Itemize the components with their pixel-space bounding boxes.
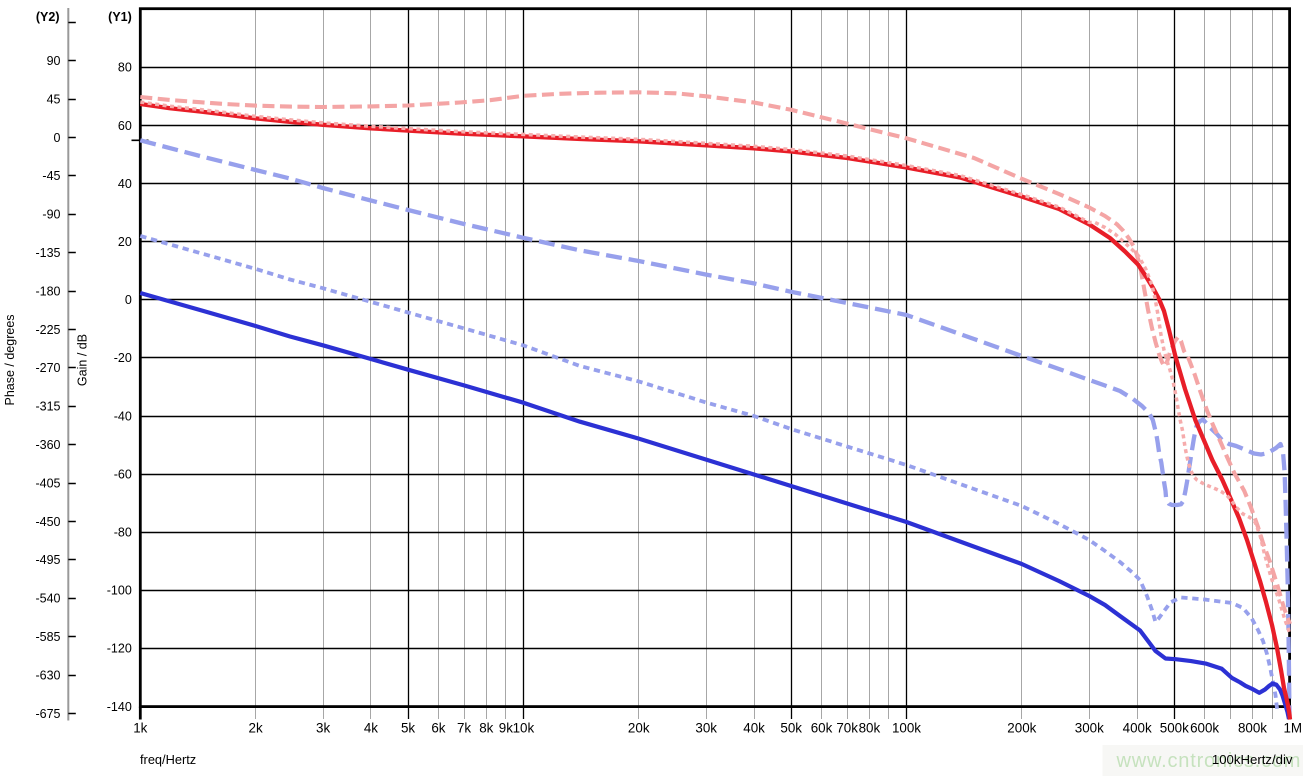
svg-text:-40: -40 [114, 409, 132, 423]
svg-text:4k: 4k [364, 721, 378, 736]
svg-text:400k: 400k [1123, 721, 1152, 736]
svg-text:90: 90 [47, 54, 61, 68]
svg-text:600k: 600k [1190, 721, 1219, 736]
svg-text:50k: 50k [780, 721, 802, 736]
svg-text:-140: -140 [107, 700, 132, 714]
svg-text:20k: 20k [628, 721, 650, 736]
svg-text:-225: -225 [35, 323, 60, 337]
svg-text:-405: -405 [35, 476, 60, 490]
svg-text:-540: -540 [35, 592, 60, 606]
svg-text:-60: -60 [114, 467, 132, 481]
svg-text:60: 60 [118, 119, 132, 133]
svg-text:500k: 500k [1160, 721, 1189, 736]
svg-text:45: 45 [47, 92, 61, 106]
svg-text:6k: 6k [431, 721, 445, 736]
svg-text:-585: -585 [35, 630, 60, 644]
svg-text:200k: 200k [1007, 721, 1036, 736]
svg-text:(Y2): (Y2) [36, 10, 60, 24]
svg-text:300k: 300k [1075, 721, 1104, 736]
svg-text:80: 80 [118, 61, 132, 75]
svg-text:800k: 800k [1238, 721, 1267, 736]
svg-text:-450: -450 [35, 515, 60, 529]
svg-text:Phase / degrees: Phase / degrees [3, 314, 17, 405]
svg-text:-120: -120 [107, 642, 132, 656]
svg-text:3k: 3k [316, 721, 330, 736]
svg-text:7k: 7k [457, 721, 471, 736]
svg-text:8k: 8k [479, 721, 493, 736]
svg-text:100k: 100k [892, 721, 921, 736]
svg-text:30k: 30k [695, 721, 717, 736]
svg-text:-675: -675 [35, 707, 60, 721]
svg-text:40k: 40k [743, 721, 765, 736]
svg-text:40: 40 [118, 177, 132, 191]
svg-text:2k: 2k [249, 721, 263, 736]
svg-text:Gain / dB: Gain / dB [76, 334, 90, 386]
svg-text:5k: 5k [401, 721, 415, 736]
svg-text:9k: 9k [499, 721, 513, 736]
svg-text:-45: -45 [42, 169, 60, 183]
svg-text:-180: -180 [35, 284, 60, 298]
svg-text:0: 0 [125, 293, 132, 307]
svg-text:-100: -100 [107, 584, 132, 598]
svg-text:70k: 70k [836, 721, 858, 736]
svg-text:60k: 60k [811, 721, 833, 736]
svg-text:-90: -90 [42, 208, 60, 222]
svg-text:-270: -270 [35, 361, 60, 375]
svg-text:-20: -20 [114, 351, 132, 365]
svg-text:10k: 10k [513, 721, 535, 736]
svg-text:-135: -135 [35, 246, 60, 260]
svg-text:20: 20 [118, 235, 132, 249]
svg-text:100kHertz/div: 100kHertz/div [1212, 752, 1293, 767]
svg-text:1M: 1M [1283, 721, 1302, 736]
svg-text:0: 0 [54, 131, 61, 145]
svg-text:80k: 80k [859, 721, 881, 736]
svg-text:-315: -315 [35, 400, 60, 414]
svg-text:freq/Hertz: freq/Hertz [140, 752, 196, 767]
svg-text:(Y1): (Y1) [108, 10, 132, 24]
svg-text:1k: 1k [133, 721, 147, 736]
svg-text:-80: -80 [114, 526, 132, 540]
svg-text:-630: -630 [35, 668, 60, 682]
svg-text:-495: -495 [35, 553, 60, 567]
svg-text:-360: -360 [35, 438, 60, 452]
